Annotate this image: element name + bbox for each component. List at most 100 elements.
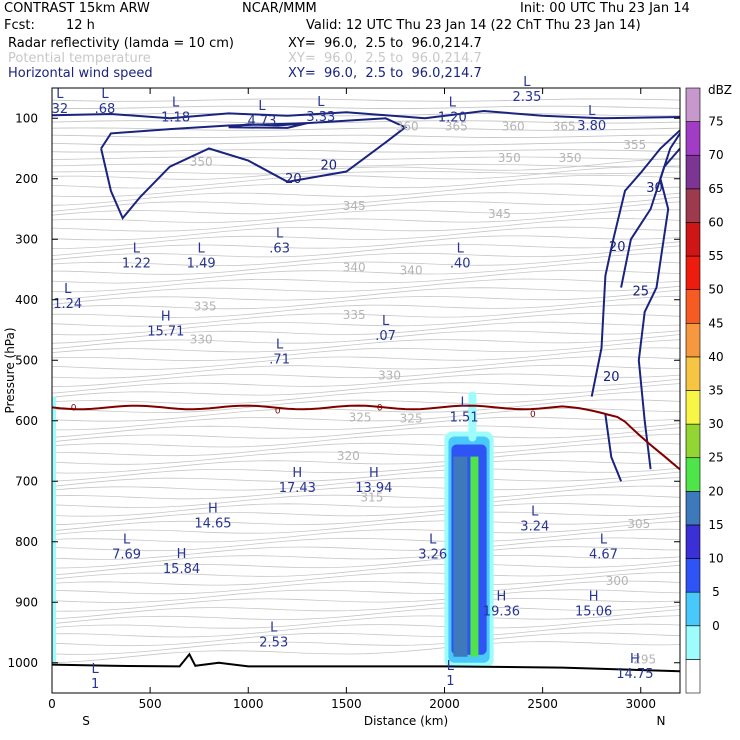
center-type-label: L: [258, 99, 266, 114]
theta-line: [52, 149, 680, 153]
surface-line: [52, 652, 680, 673]
wind-label: 30: [646, 181, 663, 196]
theta-zero-label: 0: [71, 403, 77, 413]
center-type-label: L: [92, 662, 100, 677]
theta-line: [52, 485, 680, 508]
theta-line: [52, 209, 680, 232]
center-value-label: 14.75: [616, 667, 653, 682]
colorbar-level-label: 65: [708, 182, 723, 196]
theta-zero-label: 0: [275, 406, 281, 416]
y-tick-label: 600: [15, 414, 38, 428]
theta-line: [52, 564, 680, 586]
theta-zero-label: 0: [530, 410, 536, 420]
center-value-label: 1.49: [187, 256, 216, 271]
theta-line: [52, 245, 680, 266]
colorbar-level-label: 60: [708, 215, 723, 229]
center-type-label: H: [369, 466, 379, 481]
colorbar-level-label: 20: [708, 484, 723, 498]
colorbar-level-label: 40: [708, 350, 723, 364]
theta-label: 355: [623, 138, 646, 152]
colorbar-bin: [685, 222, 701, 257]
center-title: NCAR/MMM: [242, 1, 317, 16]
theta-line: [52, 477, 680, 500]
forecast-label: Fcst:: [4, 18, 35, 33]
theta-line: [52, 572, 680, 595]
theta-line: [52, 383, 680, 405]
theta-line: [52, 218, 680, 241]
theta-line: [52, 451, 680, 474]
colorbar-bin: [685, 524, 701, 559]
theta-label: 305: [627, 517, 650, 531]
zero-line-path: [52, 404, 680, 471]
theta-line: [52, 598, 680, 620]
theta-line: [52, 560, 680, 580]
wind-contour: [100, 117, 408, 220]
center-value-label: 32: [52, 102, 69, 117]
theta-line: [52, 313, 680, 336]
theta-label: 330: [190, 333, 213, 347]
theta-line: [52, 166, 680, 189]
center-value-label: 1.51: [450, 411, 479, 426]
center-type-label: H: [208, 502, 218, 517]
colorbar-level-label: 70: [708, 148, 723, 162]
colorbar-level-label: 30: [708, 417, 723, 431]
y-tick-label: 500: [15, 353, 38, 367]
colorbar: dBZ 0 5 10 15 20 25 30 35 40 45 50 55 60 65 70 75: [685, 83, 732, 694]
theta-label: 360: [396, 120, 419, 134]
theta-label: 340: [343, 261, 366, 275]
theta-line: [52, 269, 680, 293]
colorbar-bin: [685, 188, 701, 223]
center-value-label: 3.24: [520, 520, 549, 535]
theta-label: 345: [488, 207, 511, 221]
y-tick-label: 700: [15, 474, 38, 488]
center-type-label: L: [56, 87, 64, 102]
y-tick-label: 400: [15, 293, 38, 307]
center-type-label: H: [161, 310, 171, 325]
y-tick-label: 1000: [7, 656, 38, 670]
center-value-label: 1: [446, 674, 454, 689]
theta-line: [52, 347, 680, 370]
colorbar-bin: [685, 322, 701, 358]
center-type-label: L: [317, 95, 325, 110]
theta-line: [52, 442, 680, 465]
x-tick-label: 3000: [625, 697, 656, 711]
theta-label: 340: [400, 264, 423, 278]
x-tick-label: 500: [139, 697, 162, 711]
center-type-label: L: [101, 87, 109, 102]
field-wind-name: Horizontal wind speed: [8, 66, 153, 81]
center-type-label: L: [382, 314, 390, 329]
x-tick-label: 2000: [429, 697, 460, 711]
theta-line: [52, 156, 680, 160]
colorbar-bin: [685, 491, 701, 526]
colorbar-level-label: 55: [708, 249, 723, 263]
colorbar-bin: [685, 423, 701, 459]
reflectivity-top: [468, 391, 477, 442]
valid-time: Valid: 12 UTC Thu 23 Jan 14 (22 ChT Thu …: [306, 18, 641, 33]
y-tick-label: 900: [15, 595, 38, 609]
center-value-label: 7.69: [112, 547, 141, 562]
theta-label: 335: [194, 299, 217, 313]
theta-line: [52, 142, 680, 146]
center-type-label: L: [429, 532, 437, 547]
center-value-label: .68: [95, 102, 116, 117]
center-type-label: L: [270, 621, 278, 636]
center-value-label: 2.35: [512, 90, 541, 105]
wind-label: 25: [632, 284, 649, 299]
colorbar-unit: dBZ: [708, 83, 732, 97]
center-value-label: 1.22: [122, 256, 151, 271]
theta-line: [52, 632, 680, 655]
theta-line: [52, 609, 680, 629]
center-value-label: 1.24: [53, 297, 82, 312]
theta-line: [52, 201, 680, 223]
theta-line: [52, 295, 680, 318]
theta-line: [52, 605, 680, 625]
colorbar-level-label: 45: [708, 316, 723, 330]
theta-line: [52, 503, 680, 526]
theta-line: [52, 511, 680, 532]
colorbar-bin: [685, 591, 701, 627]
theta-line: [52, 615, 680, 638]
theta-label: 365: [445, 120, 468, 134]
theta-line: [52, 471, 680, 491]
theta-line: [52, 105, 680, 110]
center-type-label: L: [600, 532, 608, 547]
